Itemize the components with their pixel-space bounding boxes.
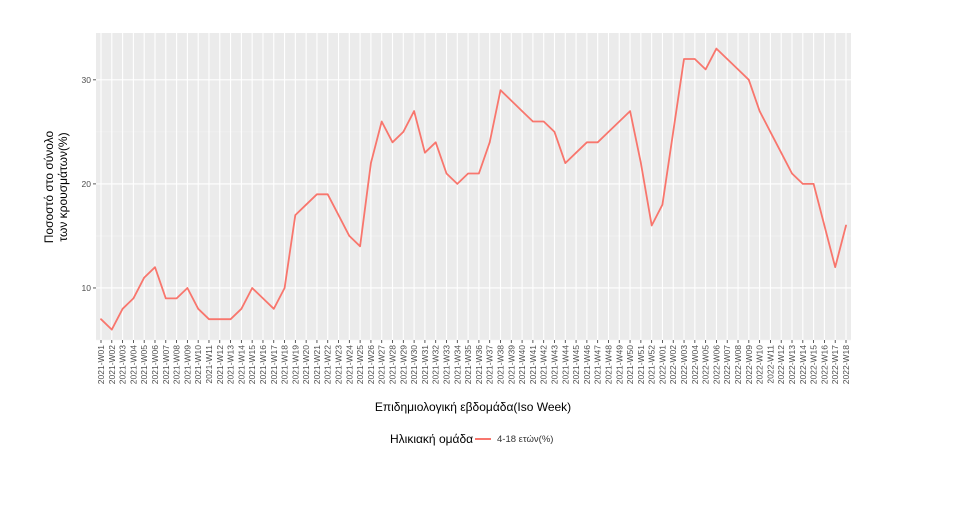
x-tick-label-2021-W20: 2021-W20: [301, 345, 311, 384]
x-tick-label-2021-W17: 2021-W17: [269, 345, 279, 384]
x-tick-label-2022-W15: 2022-W15: [809, 345, 819, 384]
y-tick-label-30: 30: [82, 75, 92, 85]
x-tick-label-2021-W40: 2021-W40: [517, 345, 527, 384]
x-tick-label-2021-W41: 2021-W41: [528, 345, 538, 384]
x-tick-label-2021-W30: 2021-W30: [409, 345, 419, 384]
x-tick-label-2021-W35: 2021-W35: [463, 345, 473, 384]
x-tick-label-2021-W39: 2021-W39: [506, 345, 516, 384]
x-tick-label-2022-W11: 2022-W11: [765, 345, 775, 384]
x-tick-label-2021-W06: 2021-W06: [150, 345, 160, 384]
x-tick-label-2022-W12: 2022-W12: [776, 345, 786, 384]
x-tick-label-2021-W13: 2021-W13: [226, 345, 236, 384]
x-tick-label-2021-W29: 2021-W29: [398, 345, 408, 384]
x-tick-label-2021-W03: 2021-W03: [118, 345, 128, 384]
x-tick-label-2021-W44: 2021-W44: [560, 345, 570, 384]
panel-background: [96, 33, 851, 340]
x-tick-label-2021-W43: 2021-W43: [549, 345, 559, 384]
x-tick-label-2021-W24: 2021-W24: [344, 345, 354, 384]
x-axis: 2021-W01 2021-W02 2021-W03 2021-W04 2021-W05…: [96, 340, 851, 384]
x-tick-label-2021-W37: 2021-W37: [485, 345, 495, 384]
series-layer: [100, 47, 847, 331]
x-tick-label-2021-W16: 2021-W16: [258, 345, 268, 384]
x-tick-label-2022-W18: 2022-W18: [841, 345, 851, 384]
x-tick-label-2021-W50: 2021-W50: [625, 345, 635, 384]
x-tick-label-2021-W08: 2021-W08: [172, 345, 182, 384]
x-tick-label-2021-W45: 2021-W45: [571, 345, 581, 384]
x-tick-label-2021-W01: 2021-W01: [96, 345, 106, 384]
x-tick-label-2021-W51: 2021-W51: [636, 345, 646, 384]
x-tick-label-2022-W16: 2022-W16: [819, 345, 829, 384]
x-tick-label-2021-W05: 2021-W05: [139, 345, 149, 384]
x-tick-label-2021-W12: 2021-W12: [215, 345, 225, 384]
x-tick-label-2021-W36: 2021-W36: [474, 345, 484, 384]
x-tick-label-2022-W07: 2022-W07: [722, 345, 732, 384]
legend-title: Ηλικιακή ομάδα: [390, 432, 473, 446]
x-tick-label-2022-W06: 2022-W06: [711, 345, 721, 384]
x-tick-label-2022-W14: 2022-W14: [798, 345, 808, 384]
x-tick-label-2021-W38: 2021-W38: [495, 345, 505, 384]
x-tick-label-2021-W23: 2021-W23: [334, 345, 344, 384]
legend: Ηλικιακή ομάδα 4-18 ετών(%): [390, 432, 553, 446]
x-tick-label-2021-W14: 2021-W14: [236, 345, 246, 384]
x-tick-label-2021-W27: 2021-W27: [377, 345, 387, 384]
x-tick-label-2021-W49: 2021-W49: [614, 345, 624, 384]
x-tick-label-2021-W25: 2021-W25: [355, 345, 365, 384]
y-axis-title-line1: Ποσοστό στο σύνολο: [42, 130, 56, 243]
x-tick-label-2021-W46: 2021-W46: [582, 345, 592, 384]
x-tick-label-2021-W11: 2021-W11: [204, 345, 214, 384]
x-axis-title: Επιδημιολογική εβδομάδα(Iso Week): [375, 400, 571, 414]
x-tick-label-2021-W19: 2021-W19: [290, 345, 300, 384]
x-tick-label-2022-W05: 2022-W05: [701, 345, 711, 384]
x-tick-label-2021-W21: 2021-W21: [312, 345, 322, 384]
x-tick-label-2021-W48: 2021-W48: [603, 345, 613, 384]
x-tick-label-2022-W17: 2022-W17: [830, 345, 840, 384]
x-tick-label-2022-W03: 2022-W03: [679, 345, 689, 384]
x-tick-label-2022-W02: 2022-W02: [668, 345, 678, 384]
x-tick-label-2021-W42: 2021-W42: [539, 345, 549, 384]
x-tick-label-2022-W08: 2022-W08: [733, 345, 743, 384]
y-axis-title-line2: των κρουσμάτων(%): [56, 132, 70, 241]
x-tick-label-2021-W02: 2021-W02: [107, 345, 117, 384]
x-tick-label-2022-W13: 2022-W13: [787, 345, 797, 384]
x-tick-label-2021-W22: 2021-W22: [323, 345, 333, 384]
x-tick-label-2021-W52: 2021-W52: [647, 345, 657, 384]
x-tick-label-2022-W09: 2022-W09: [744, 345, 754, 384]
legend-label: 4-18 ετών(%): [497, 434, 553, 445]
x-tick-label-2021-W31: 2021-W31: [420, 345, 430, 384]
x-tick-label-2021-W15: 2021-W15: [247, 345, 257, 384]
x-tick-label-2021-W18: 2021-W18: [280, 345, 290, 384]
x-tick-label-2021-W09: 2021-W09: [182, 345, 192, 384]
x-tick-label-2021-W28: 2021-W28: [388, 345, 398, 384]
x-tick-label-2022-W04: 2022-W04: [690, 345, 700, 384]
x-tick-label-2021-W26: 2021-W26: [366, 345, 376, 384]
x-tick-label-2021-W04: 2021-W04: [128, 345, 138, 384]
x-tick-label-2022-W10: 2022-W10: [755, 345, 765, 384]
x-tick-label-2021-W47: 2021-W47: [593, 345, 603, 384]
y-tick-label-10: 10: [82, 283, 92, 293]
series-line-0: [100, 47, 847, 331]
x-tick-label-2021-W33: 2021-W33: [442, 345, 452, 384]
x-tick-label-2021-W10: 2021-W10: [193, 345, 203, 384]
y-tick-label-20: 20: [82, 179, 92, 189]
y-axis: 10 20 30: [82, 75, 96, 293]
minor-gridlines: [96, 131, 851, 341]
x-tick-label-2022-W01: 2022-W01: [657, 345, 667, 384]
x-tick-label-2021-W34: 2021-W34: [452, 345, 462, 384]
major-gridlines: [96, 33, 851, 340]
x-tick-label-2021-W07: 2021-W07: [161, 345, 171, 384]
x-tick-label-2021-W32: 2021-W32: [431, 345, 441, 384]
